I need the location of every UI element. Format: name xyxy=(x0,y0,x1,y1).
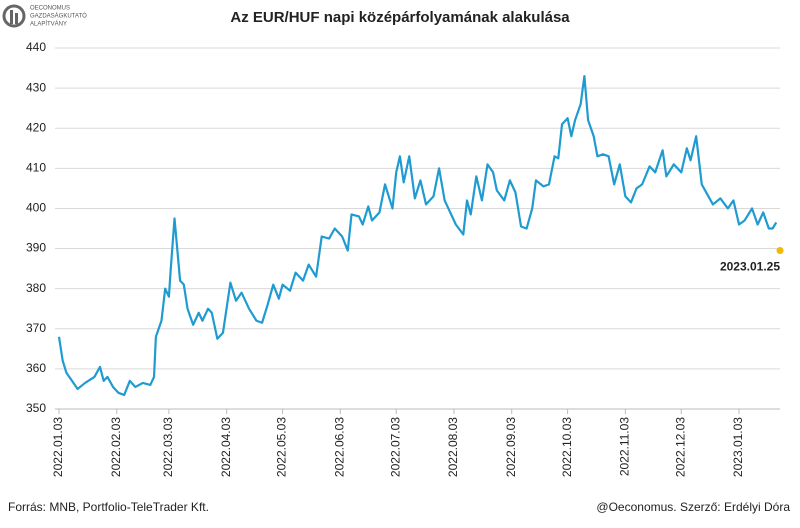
logo: OECONOMUS GAZDASÁGKUTATÓ ALAPÍTVÁNY xyxy=(2,4,87,28)
x-tick-label: 2022.06.03 xyxy=(332,417,346,477)
y-tick-label: 440 xyxy=(26,40,46,54)
y-tick-label: 420 xyxy=(26,120,46,134)
logo-text: OECONOMUS xyxy=(30,6,70,12)
y-tick-label: 430 xyxy=(26,80,46,94)
x-tick-label: 2023.01.03 xyxy=(731,417,745,477)
x-tick-label: 2022.07.03 xyxy=(388,417,402,477)
x-tick-label: 2022.10.03 xyxy=(560,417,574,477)
credit: @Oeconomus. Szerző: Erdélyi Dóra xyxy=(596,500,790,514)
y-tick-label: 380 xyxy=(26,281,46,295)
x-tick-label: 2022.02.03 xyxy=(109,417,123,477)
logo-icon xyxy=(15,13,18,24)
y-tick-label: 350 xyxy=(26,401,46,415)
line xyxy=(57,74,778,397)
x-tick-label: 2022.05.03 xyxy=(275,417,289,477)
y-tick-label: 360 xyxy=(26,361,46,375)
y-tick-label: 400 xyxy=(26,201,46,215)
logo-text: ALAPÍTVÁNY xyxy=(30,21,67,28)
x-tick-label: 2022.09.03 xyxy=(504,417,518,477)
logo-icon xyxy=(2,4,26,28)
x-tick-label: 2022.03.03 xyxy=(161,417,175,477)
y-tick-label: 390 xyxy=(26,241,46,255)
chart-title: Az EUR/HUF napi középárfolyamának alakul… xyxy=(230,9,570,26)
x-tick-label: 2022.08.03 xyxy=(446,417,460,477)
y-tick-label: 410 xyxy=(26,161,46,175)
x-tick-label: 2022.04.03 xyxy=(219,417,233,477)
x-tick-label: 2022.11.03 xyxy=(618,417,632,476)
highlight-point xyxy=(776,247,784,255)
y-tick-label: 370 xyxy=(26,321,46,335)
x-tick-label: 2022.01.03 xyxy=(51,417,65,477)
logo-icon xyxy=(10,10,13,24)
source: Forrás: MNB, Portfolio-TeleTrader Kft. xyxy=(8,500,209,514)
highlight-label: 2023.01.25 xyxy=(720,260,780,274)
x-tick-label: 2022.12.03 xyxy=(673,417,687,477)
logo-text: GAZDASÁGKUTATÓ xyxy=(30,13,87,20)
